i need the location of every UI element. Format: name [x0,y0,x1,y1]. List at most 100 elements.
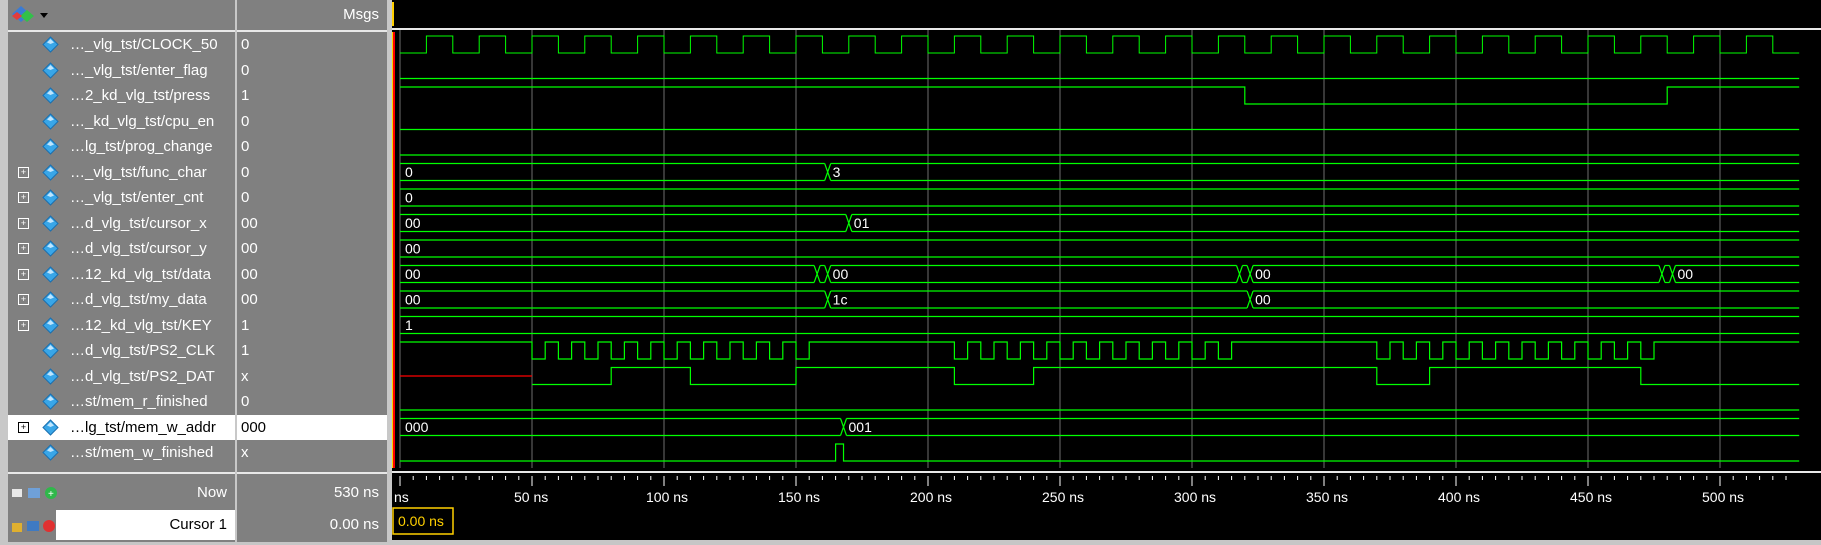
expand-icon[interactable]: + [18,192,29,203]
timeline-label: 200 ns [910,489,952,505]
signal-value: 0 [241,112,250,130]
signal-name: …12_kd_vlg_tst/KEY [70,316,212,334]
signal-value: 0 [241,36,250,53]
signal-name: …_vlg_tst/enter_cnt [70,189,204,206]
wave-press [400,86,1800,105]
signal-diamond-icon [42,61,59,79]
signal-value: 0 [241,163,250,181]
signal-value: 00 [241,291,258,308]
signal-name: …d_vlg_tst/PS2_CLK [70,342,216,359]
timeline-label: 150 ns [778,489,820,505]
signal-row-name[interactable]: …d_vlg_tst/PS2_CLK [8,338,235,363]
cursor-header-mark [392,2,394,26]
signal-name: …d_vlg_tst/cursor_x [70,214,207,232]
wave-ps2-clk [400,341,1800,360]
wave-my-data-label: 00 [405,292,421,308]
wave-key-label: 1 [405,317,413,333]
signal-row-name[interactable]: …d_vlg_tst/PS2_DAT [8,364,235,389]
wave-data-label: 00 [1255,266,1271,282]
timeline-label: 250 ns [1042,489,1084,505]
signal-row-name[interactable]: + …12_kd_vlg_tst/data [8,262,235,287]
timeline-label: 350 ns [1306,489,1348,505]
cursor-name-field[interactable]: Cursor 1 [56,510,235,540]
signal-value: 0 [241,189,250,206]
wave-data-label: 00 [833,266,849,282]
timeline-label: 500 ns [1702,489,1744,505]
wave-data-edge [1235,265,1244,283]
signal-name: …_kd_vlg_tst/cpu_en [70,112,215,130]
signal-name: …2_kd_vlg_tst/press [70,87,211,104]
expand-icon[interactable]: + [18,319,29,331]
wave-data-edge [1668,265,1677,283]
signal-row-name[interactable]: …st/mem_w_finished [8,440,235,465]
signal-diamond-icon [42,214,59,232]
waveform-pane[interactable]: 0 3 0 00 01 00 00 00 00 00 00 1c 00 1 000 001 ns 50 ns 100… [391,0,1821,540]
signal-row-name[interactable]: …_kd_vlg_tst/cpu_en [8,109,235,134]
name-pane-header [8,0,235,32]
signal-diamond-icon [42,393,59,410]
signal-row-name[interactable]: + …d_vlg_tst/my_data [8,287,235,312]
signal-row-name[interactable]: …st/mem_r_finished [8,389,235,414]
signal-row-name[interactable]: …_vlg_tst/CLOCK_50 [8,32,235,57]
signal-value: 0 [241,138,250,155]
wave-func-char-edge [824,163,832,181]
signal-value: 00 [241,214,258,232]
wave-data-label: 00 [1677,266,1693,282]
wave-data-edge [1658,265,1666,283]
toolbar-icons-cursor[interactable] [12,518,56,534]
wave-mem-w-addr-label: 000 [405,419,429,435]
signal-diamond-icon [42,87,59,104]
signal-diamond-icon [42,342,59,359]
signal-name: …_vlg_tst/func_char [70,163,207,181]
remove-cursor-icon [43,520,55,532]
signal-diamond-icon [42,316,59,334]
timeline-label: 300 ns [1174,489,1216,505]
layout-menu-icon[interactable] [10,4,50,26]
wave-cursor-x-edge [845,214,853,232]
signal-row-name[interactable]: + …_vlg_tst/func_char [8,160,235,185]
wave-my-data-edge [824,290,832,309]
signal-row-name[interactable]: + …lg_tst/mem_w_addr [8,414,235,440]
signal-row-name[interactable]: + …12_kd_vlg_tst/KEY [8,313,235,338]
expand-icon[interactable]: + [18,217,29,229]
wave-my-data-edge [1246,290,1254,309]
signal-name: …lg_tst/prog_change [70,138,213,155]
add-cursor-icon [45,487,57,499]
value-pane-header: Msgs [237,0,387,32]
timeline-label: ns [394,489,409,505]
footer-names: + Now Cursor 1 [8,472,235,542]
expand-icon[interactable]: + [18,421,29,433]
signal-row-name[interactable]: + …d_vlg_tst/cursor_x [8,211,235,236]
expand-icon[interactable]: + [18,294,29,305]
timeline-label: 50 ns [514,489,548,505]
lock-icon [12,523,22,532]
signal-name: …_vlg_tst/enter_flag [70,61,208,79]
expand-icon[interactable]: + [18,268,29,280]
signal-value: 1 [241,316,250,334]
wave-mem-w-addr-label: 001 [849,419,873,435]
msgs-label: Msgs [343,6,379,23]
signal-name: …d_vlg_tst/my_data [70,291,207,308]
signal-value: 1 [241,87,250,104]
signal-value: x [241,444,249,461]
expand-icon[interactable]: + [18,243,29,254]
signal-row-name[interactable]: + …d_vlg_tst/cursor_y [8,236,235,261]
toolbar-icons-now[interactable]: + [12,486,62,500]
wave-clock50 [400,35,1800,54]
signal-row-name[interactable]: …2_kd_vlg_tst/press [8,83,235,108]
signal-diamond-icon [42,36,59,53]
signal-diamond-icon [42,367,59,385]
signal-value: 0 [241,61,250,79]
signal-row-name[interactable]: + …_vlg_tst/enter_cnt [8,185,235,210]
wave-cursor-y-label: 00 [405,241,421,257]
signal-row-name[interactable]: …_vlg_tst/enter_flag [8,58,235,83]
wave-data-edge [1246,265,1254,283]
wave-cursor-x-label: 00 [405,215,421,231]
signal-row-name[interactable]: …lg_tst/prog_change [8,134,235,159]
expand-icon[interactable]: + [18,166,29,178]
signal-diamond-icon [42,112,59,130]
signal-name: …st/mem_w_finished [70,444,214,461]
signal-value: 1 [241,342,250,359]
